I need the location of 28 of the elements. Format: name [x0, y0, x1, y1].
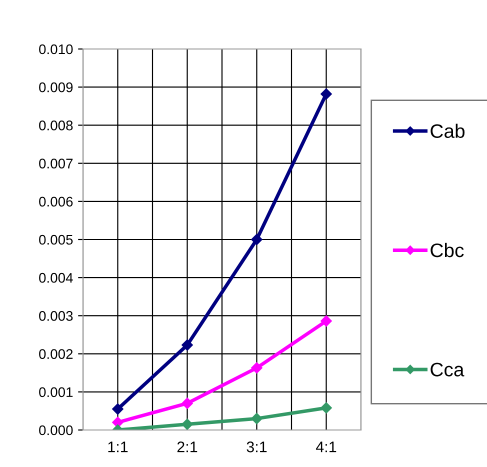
point: [320, 88, 332, 100]
point: [112, 403, 124, 415]
y-tick-label: 0.001: [39, 387, 73, 398]
legend-label: Cbc: [430, 242, 464, 258]
legend-label: Cab: [430, 124, 465, 138]
y-tick-label: 0.003: [39, 311, 73, 321]
point: [182, 398, 193, 409]
y-tick-label: 0.006: [39, 196, 73, 207]
legend-label: Cca: [430, 362, 464, 376]
y-tick-label: 0.002: [39, 349, 73, 359]
y-tick-label: 0.007: [39, 158, 73, 168]
y-tick-label: 0.008: [39, 120, 73, 130]
x-tick-label: 1:1: [108, 442, 128, 452]
point: [182, 339, 193, 351]
point: [182, 418, 193, 430]
point: [320, 402, 332, 414]
y-tick-label: 0.005: [39, 234, 73, 245]
point: [251, 412, 262, 424]
x-tick-label: 2:1: [177, 442, 198, 452]
point: [251, 362, 262, 374]
point: [320, 315, 332, 327]
x-tick-label: 3:1: [246, 442, 267, 452]
y-tick-label: 0.010: [39, 44, 73, 54]
x-tick-label: 4:1: [316, 442, 336, 452]
point: [251, 234, 262, 246]
y-tick-label: 0.000: [39, 425, 73, 436]
y-tick-label: 0.009: [39, 82, 73, 92]
y-tick-label: 0.004: [39, 272, 73, 283]
